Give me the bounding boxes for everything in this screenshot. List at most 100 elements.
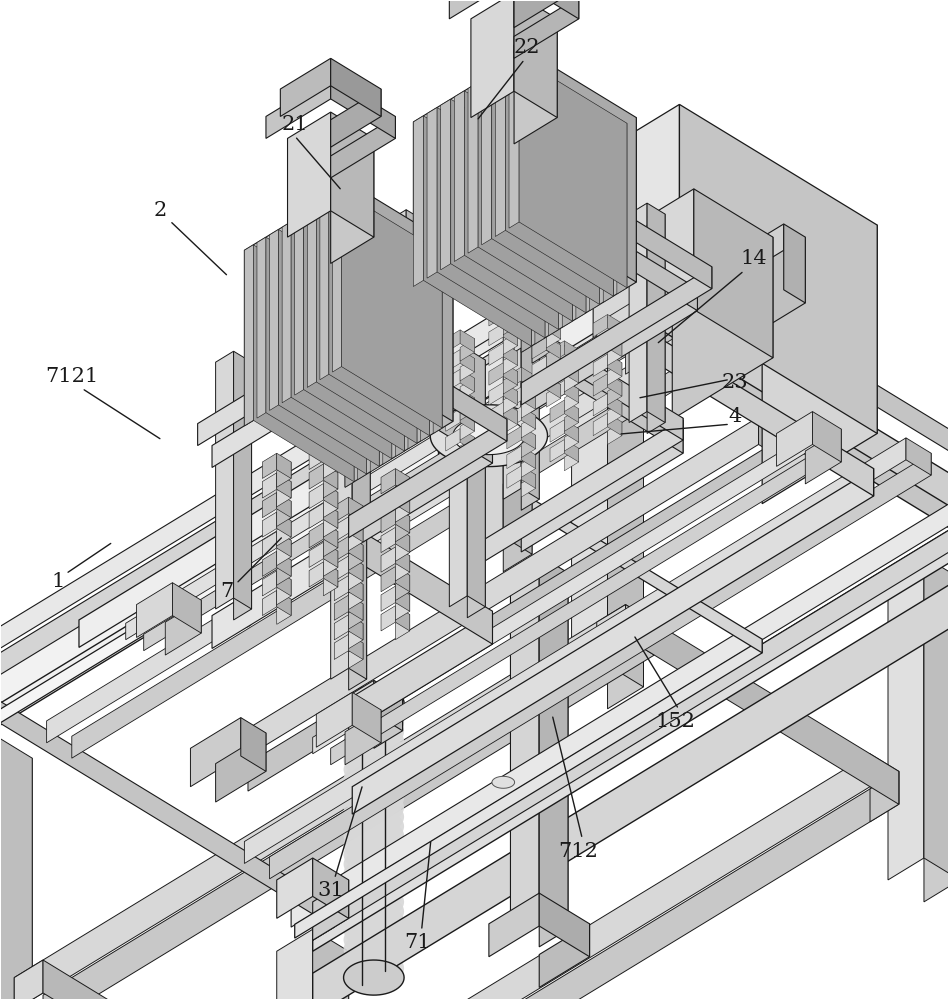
Polygon shape [521,475,535,497]
Polygon shape [503,332,517,355]
Polygon shape [173,583,201,633]
Polygon shape [334,279,352,537]
Polygon shape [468,82,478,253]
Polygon shape [396,508,410,533]
Polygon shape [449,0,514,19]
Polygon shape [647,203,665,423]
Polygon shape [503,466,532,572]
Polygon shape [532,376,547,398]
Polygon shape [503,303,517,326]
Polygon shape [460,389,474,412]
Polygon shape [503,308,683,440]
Polygon shape [492,74,600,304]
Polygon shape [446,389,460,412]
Polygon shape [47,317,708,743]
Polygon shape [597,605,625,655]
Text: 7121: 7121 [46,367,99,386]
Polygon shape [277,453,291,478]
Polygon shape [521,426,535,449]
Polygon shape [14,960,43,1000]
Polygon shape [547,365,561,387]
Polygon shape [280,58,330,116]
Polygon shape [565,400,579,423]
Polygon shape [270,229,279,410]
Polygon shape [532,277,547,300]
Polygon shape [324,464,338,489]
Polygon shape [324,512,338,537]
Polygon shape [629,203,647,423]
Polygon shape [636,293,949,578]
Text: 7: 7 [220,582,233,601]
Polygon shape [344,705,404,740]
Polygon shape [330,112,374,237]
Polygon shape [607,323,622,346]
Polygon shape [503,343,517,365]
Text: 71: 71 [404,933,431,952]
Polygon shape [816,430,834,458]
Polygon shape [547,277,561,300]
Polygon shape [547,325,561,348]
Polygon shape [547,345,561,368]
Polygon shape [521,280,539,499]
Polygon shape [324,433,338,459]
Polygon shape [529,52,636,282]
Polygon shape [532,144,550,363]
Polygon shape [647,214,665,433]
Polygon shape [330,138,374,263]
Polygon shape [396,595,410,620]
Polygon shape [593,314,607,337]
Polygon shape [348,634,363,659]
Polygon shape [307,206,316,387]
Polygon shape [348,506,363,531]
Polygon shape [352,279,370,537]
Polygon shape [330,116,396,178]
Polygon shape [514,0,579,58]
Polygon shape [740,237,806,342]
Polygon shape [324,531,338,557]
Polygon shape [414,52,529,286]
Polygon shape [396,477,410,503]
Polygon shape [521,267,712,405]
Polygon shape [352,184,453,421]
Polygon shape [489,363,503,385]
Polygon shape [344,913,404,948]
Polygon shape [503,280,521,499]
Polygon shape [446,330,460,352]
Polygon shape [43,622,654,1000]
Polygon shape [503,372,517,394]
Polygon shape [437,107,545,338]
Polygon shape [550,361,565,383]
Polygon shape [277,590,291,616]
Polygon shape [589,140,600,311]
Polygon shape [489,323,503,346]
Polygon shape [313,880,348,940]
Polygon shape [344,809,404,844]
Polygon shape [282,222,291,403]
Polygon shape [478,82,586,313]
Polygon shape [396,469,410,494]
Polygon shape [607,422,622,444]
Polygon shape [607,382,622,405]
Polygon shape [532,157,712,289]
Polygon shape [330,421,348,679]
Polygon shape [539,893,589,957]
Polygon shape [344,922,404,957]
Text: 23: 23 [721,373,748,392]
Polygon shape [593,374,607,396]
Polygon shape [396,536,410,561]
Polygon shape [633,302,661,352]
Polygon shape [467,360,485,618]
Polygon shape [460,378,474,401]
Polygon shape [324,473,338,498]
Polygon shape [519,57,627,288]
Polygon shape [344,695,404,730]
Polygon shape [279,229,380,466]
Polygon shape [460,339,474,361]
Polygon shape [345,306,354,487]
Polygon shape [503,323,517,346]
Polygon shape [514,0,579,19]
Polygon shape [262,453,277,478]
Polygon shape [324,444,338,470]
Polygon shape [506,66,613,296]
Polygon shape [295,214,304,395]
